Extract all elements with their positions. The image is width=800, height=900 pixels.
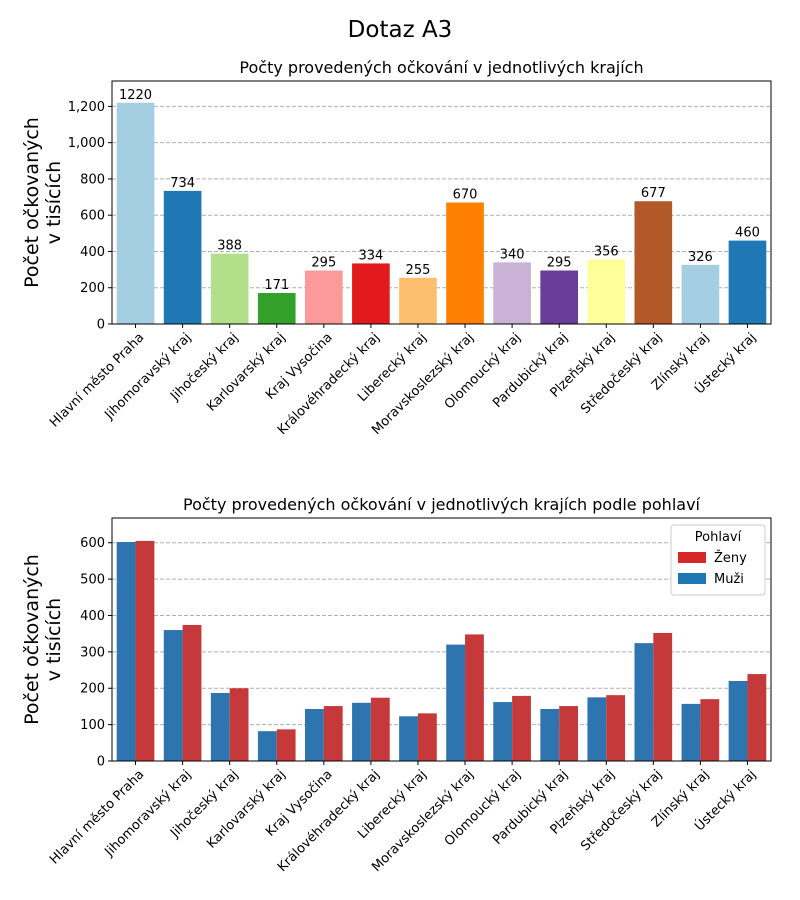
bar xyxy=(540,270,579,324)
chart-by-region-and-gender: Počty provedených očkování v jednotlivýc… xyxy=(21,495,772,875)
bar xyxy=(587,259,626,324)
y-tick-label: 400 xyxy=(80,245,105,260)
bar xyxy=(634,201,673,324)
bar xyxy=(728,240,767,324)
bar-men xyxy=(116,542,136,761)
bar-men xyxy=(446,644,466,761)
bar-men xyxy=(399,716,418,761)
bar-women xyxy=(182,624,202,761)
y-tick-label: 800 xyxy=(80,172,105,187)
bar-men xyxy=(163,630,183,761)
bar-women xyxy=(606,695,626,761)
y-axis-label: Počet očkovanýchv tisících xyxy=(21,554,65,725)
data-label: 334 xyxy=(358,248,383,263)
y-tick-label: 100 xyxy=(80,718,105,733)
plot-frame xyxy=(111,80,772,325)
bar xyxy=(399,277,437,324)
plot-frame xyxy=(111,517,772,762)
bar-women xyxy=(417,713,437,761)
y-tick-label: 0 xyxy=(97,318,105,333)
y-tick-label: 1,200 xyxy=(68,100,105,115)
legend-label: Muži xyxy=(714,572,744,587)
chart-title: Počty provedených očkování v jednotlivýc… xyxy=(239,58,643,77)
bar-men xyxy=(210,692,230,761)
legend-title: Pohlaví xyxy=(695,530,742,545)
data-label: 734 xyxy=(170,176,195,191)
bar-women xyxy=(465,634,484,761)
bar-women xyxy=(653,632,673,761)
y-axis-label-line2: v tisících xyxy=(43,161,65,244)
y-axis-label: Počet očkovanýchv tisících xyxy=(21,117,65,288)
y-tick-label: 600 xyxy=(80,536,105,551)
data-label: 460 xyxy=(735,226,760,241)
bar-women xyxy=(512,695,531,761)
chart-title: Počty provedených očkování v jednotlivýc… xyxy=(183,495,701,514)
bar-women xyxy=(135,540,155,761)
y-tick-label: 1,000 xyxy=(68,136,105,151)
bar xyxy=(257,292,296,324)
data-label: 255 xyxy=(406,263,431,278)
data-label: 1220 xyxy=(119,88,152,103)
y-tick-label: 200 xyxy=(80,682,105,697)
bar-women xyxy=(323,706,343,761)
bar-women xyxy=(276,729,296,761)
bar xyxy=(304,270,343,324)
bar xyxy=(493,262,531,324)
bar-men xyxy=(304,708,324,761)
y-tick-label: 600 xyxy=(80,209,105,224)
bar-men xyxy=(257,731,277,761)
data-label: 670 xyxy=(453,188,478,203)
data-label: 295 xyxy=(311,256,336,271)
bar xyxy=(116,102,155,324)
x-tick-label: Středočeský kraj xyxy=(578,767,665,854)
data-label: 340 xyxy=(500,247,525,262)
bar-men xyxy=(634,643,654,761)
data-label: 356 xyxy=(594,244,619,259)
data-label: 677 xyxy=(641,186,666,201)
legend: Pohlaví Ženy Muži xyxy=(670,524,766,596)
bar-men xyxy=(493,702,513,761)
data-label: 388 xyxy=(217,239,242,254)
figure-suptitle: Dotaz A3 xyxy=(348,17,453,43)
data-label: 326 xyxy=(688,250,713,265)
y-axis-label-line1: Počet očkovaných xyxy=(21,554,43,725)
bar xyxy=(210,253,249,324)
bar-women xyxy=(559,706,579,761)
bar xyxy=(446,202,484,324)
bar xyxy=(681,264,720,324)
bar-men xyxy=(681,703,701,761)
x-tick-label: Jihomoravský kraj xyxy=(102,767,195,860)
bar-women xyxy=(370,697,390,761)
bar-women xyxy=(700,699,720,761)
y-tick-label: 300 xyxy=(80,645,105,660)
bar xyxy=(352,263,390,324)
bar-women xyxy=(747,674,767,761)
legend-swatch xyxy=(678,573,706,584)
y-tick-label: 500 xyxy=(80,573,105,588)
data-label: 171 xyxy=(264,278,289,293)
y-tick-label: 200 xyxy=(80,281,105,296)
legend-label: Ženy xyxy=(714,550,747,566)
bar-men xyxy=(352,702,371,761)
bar xyxy=(163,190,202,324)
legend-swatch xyxy=(678,552,706,563)
y-tick-label: 400 xyxy=(80,609,105,624)
chart-total-by-region: Počty provedených očkování v jednotlivýc… xyxy=(21,58,772,438)
bar-men xyxy=(728,680,748,761)
bar-women xyxy=(229,688,249,761)
x-tick-label: Středočeský kraj xyxy=(578,330,665,417)
y-axis-label-line2: v tisících xyxy=(43,598,65,681)
bar-men xyxy=(587,697,607,761)
y-axis-label-line1: Počet očkovaných xyxy=(21,117,43,288)
y-tick-label: 0 xyxy=(97,755,105,770)
bar-men xyxy=(540,708,560,761)
x-tick-label: Jihomoravský kraj xyxy=(102,330,195,423)
data-label: 295 xyxy=(547,256,572,271)
